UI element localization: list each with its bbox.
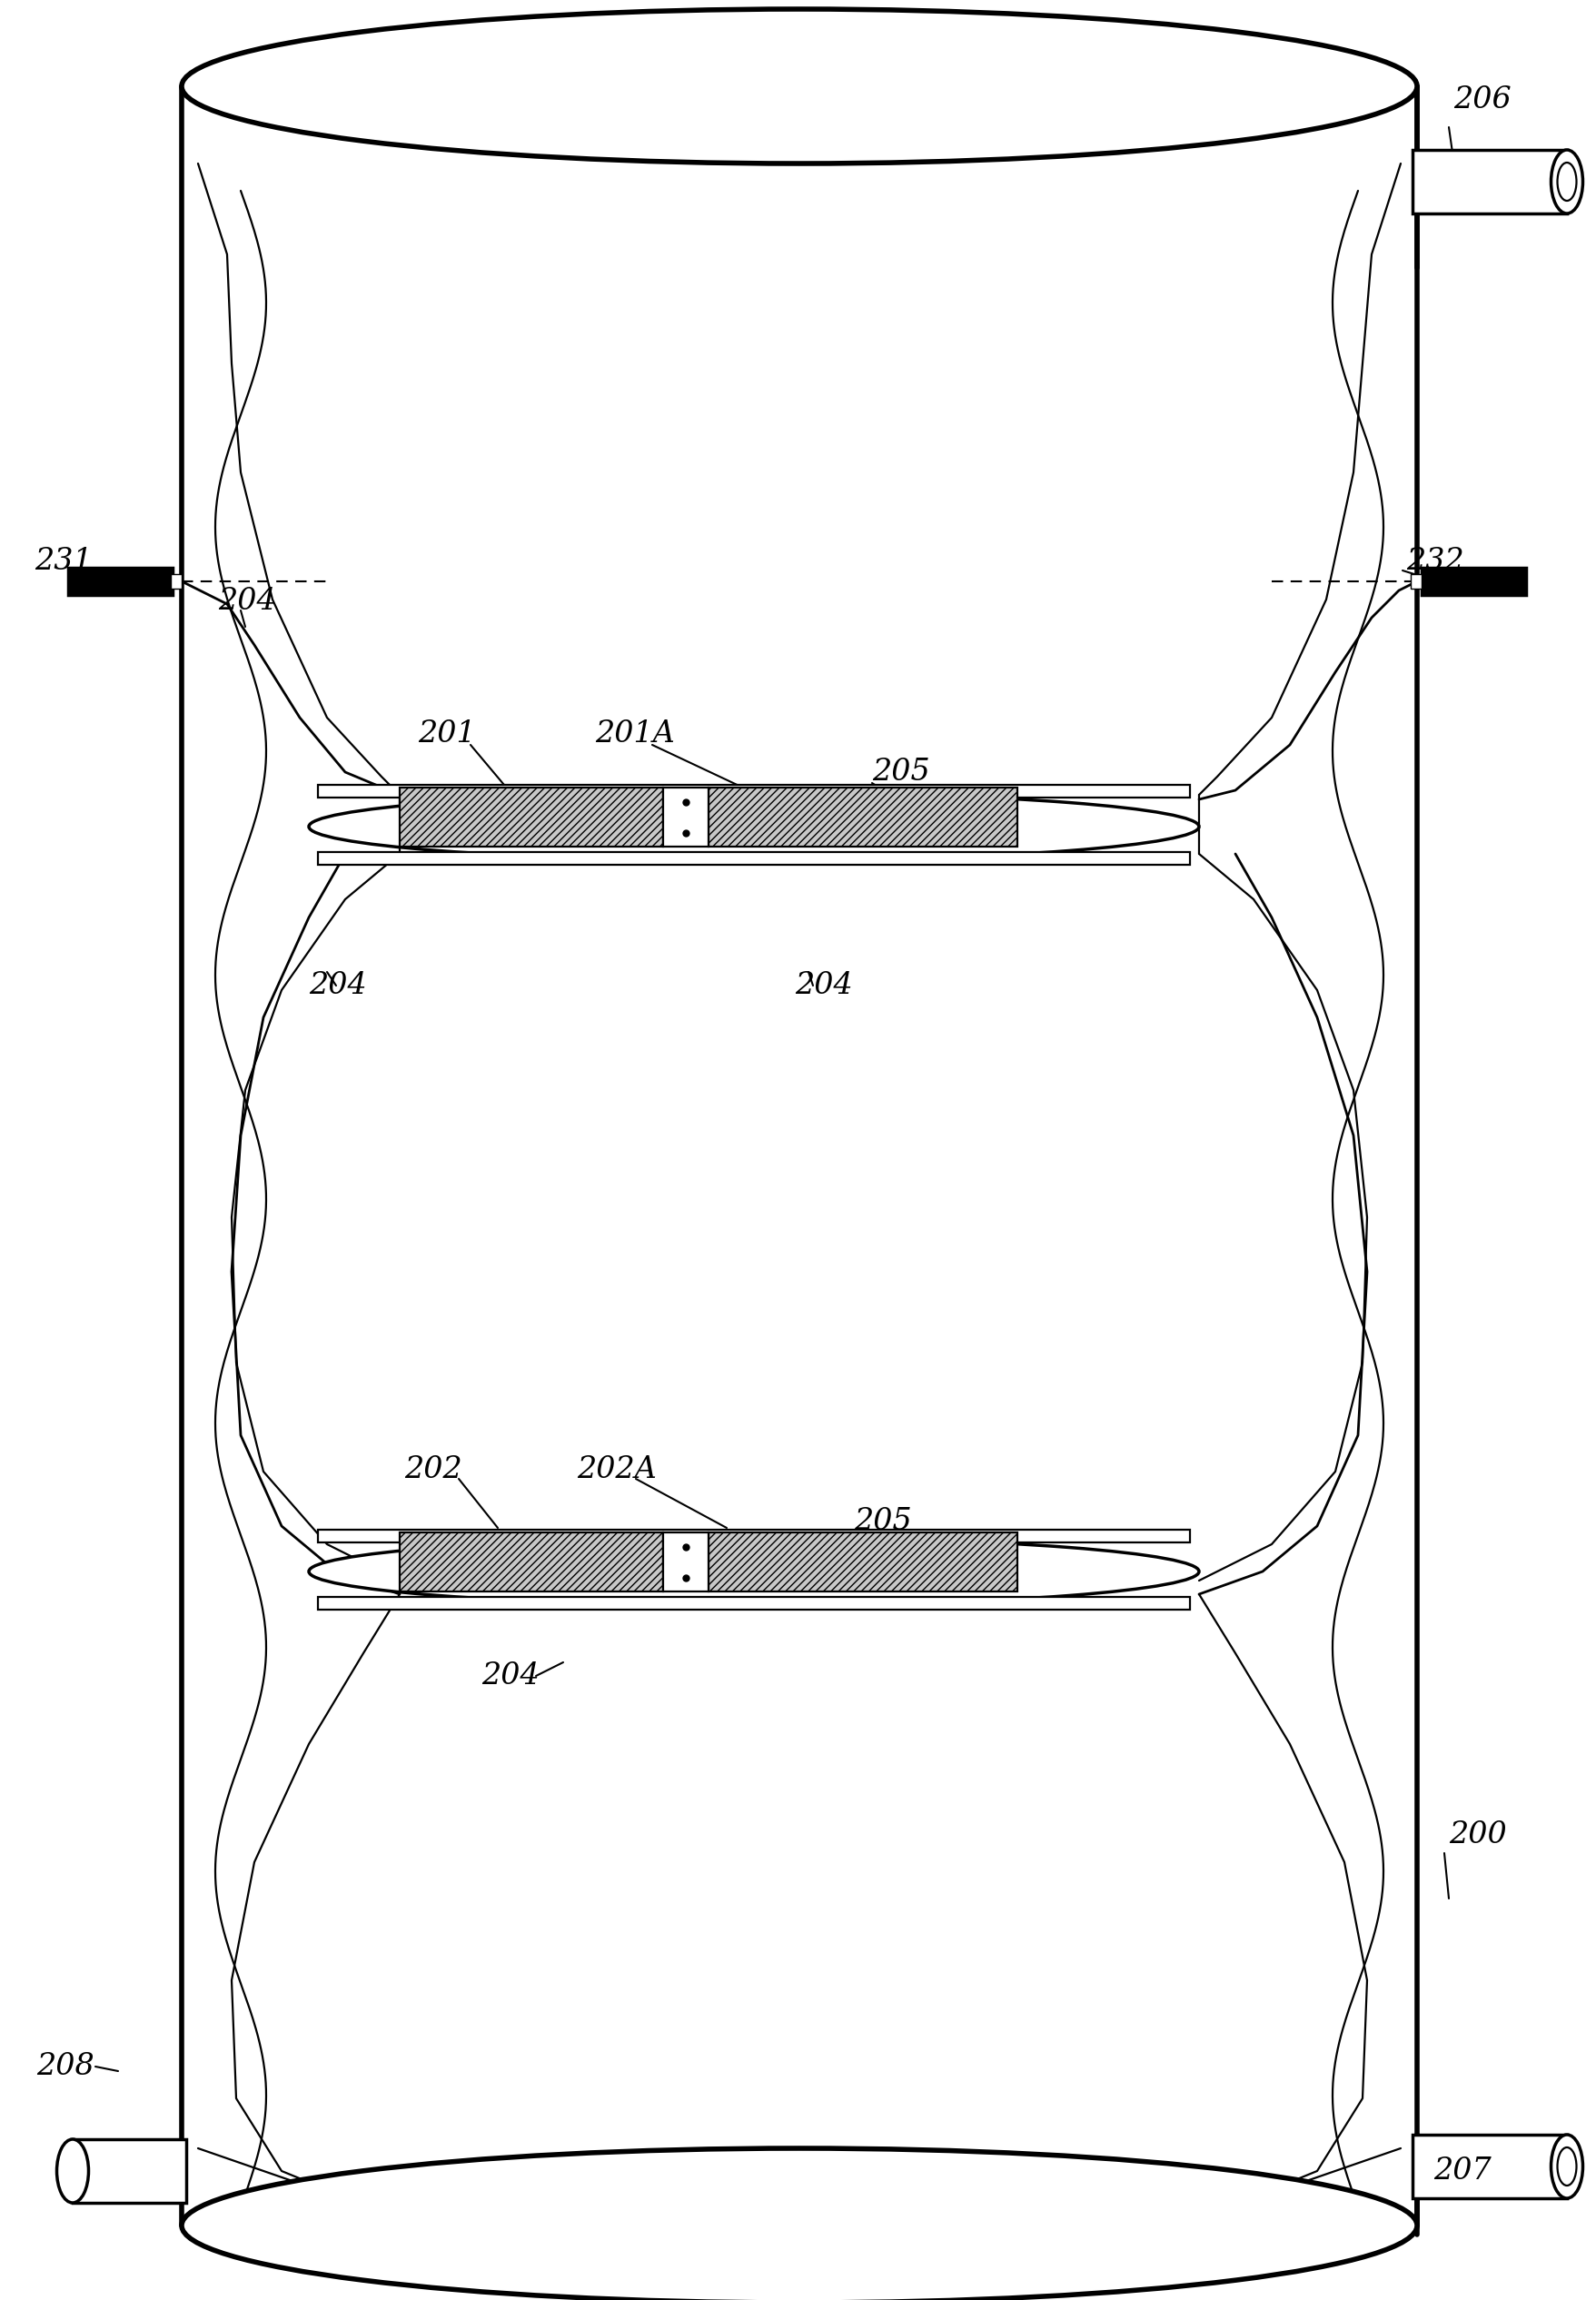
Bar bbox=[318, 784, 1189, 798]
Text: 204: 204 bbox=[795, 971, 852, 1000]
Text: 204: 204 bbox=[308, 971, 367, 1000]
Text: 207: 207 bbox=[1433, 2157, 1491, 2185]
Ellipse shape bbox=[1550, 150, 1582, 214]
Ellipse shape bbox=[308, 794, 1199, 860]
Text: 200: 200 bbox=[1448, 1819, 1507, 1849]
Text: 201A: 201A bbox=[595, 720, 675, 748]
Bar bbox=[662, 787, 709, 846]
Text: 208: 208 bbox=[37, 2052, 94, 2082]
Text: 204: 204 bbox=[480, 1661, 539, 1690]
Bar bbox=[709, 787, 1017, 846]
Ellipse shape bbox=[308, 1536, 1199, 1605]
Bar bbox=[709, 1532, 1017, 1592]
Bar bbox=[1412, 150, 1566, 214]
Text: 206: 206 bbox=[1452, 85, 1510, 115]
Text: 202A: 202A bbox=[576, 1456, 656, 1484]
Bar bbox=[1409, 575, 1420, 589]
Bar bbox=[171, 575, 182, 589]
Bar bbox=[399, 1532, 662, 1592]
Bar bbox=[662, 1532, 709, 1592]
Ellipse shape bbox=[182, 9, 1416, 163]
Text: 201: 201 bbox=[418, 720, 476, 748]
Ellipse shape bbox=[182, 2148, 1416, 2300]
Text: 205: 205 bbox=[871, 757, 929, 787]
Bar bbox=[1412, 2134, 1566, 2199]
Bar bbox=[318, 1530, 1189, 1543]
Text: 205: 205 bbox=[854, 1506, 911, 1536]
Bar bbox=[318, 1596, 1189, 1610]
Bar bbox=[318, 851, 1189, 865]
Ellipse shape bbox=[1550, 2134, 1582, 2199]
Bar bbox=[69, 568, 172, 596]
Ellipse shape bbox=[57, 2139, 88, 2203]
Bar bbox=[1420, 568, 1526, 596]
Text: 231: 231 bbox=[35, 547, 93, 575]
Bar bbox=[399, 787, 662, 846]
Bar bbox=[73, 2139, 187, 2203]
Text: 204: 204 bbox=[219, 586, 276, 616]
Text: 232: 232 bbox=[1406, 547, 1464, 575]
Text: 202: 202 bbox=[404, 1456, 461, 1484]
